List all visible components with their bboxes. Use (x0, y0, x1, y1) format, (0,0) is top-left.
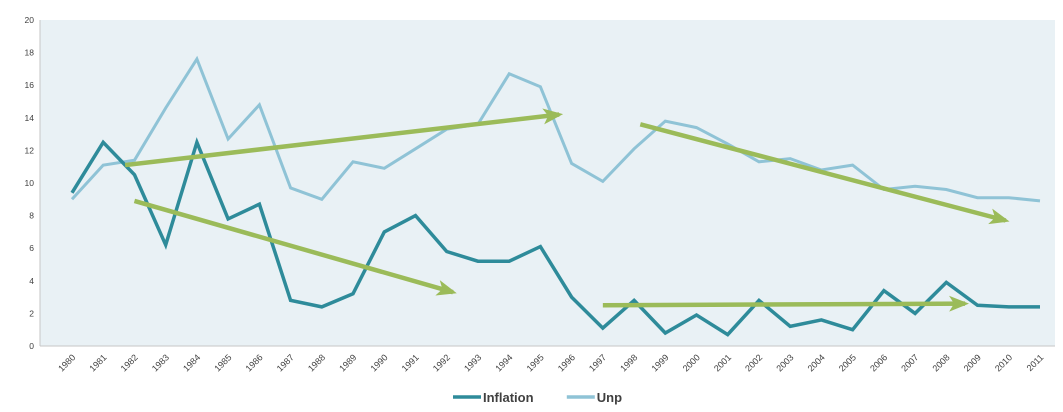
y-tick-label: 20 (25, 15, 35, 25)
legend-label-unp: Unp (597, 390, 622, 405)
x-tick-label: 1986 (244, 352, 265, 373)
y-tick-label: 18 (25, 48, 35, 58)
x-tick-label: 2011 (1025, 352, 1046, 373)
legend: Inflation Unp (453, 390, 622, 405)
legend-label-inflation: Inflation (483, 390, 534, 405)
x-tick-label: 2005 (837, 352, 858, 373)
x-tick-label: 2003 (774, 352, 795, 373)
y-axis: 0 2 4 6 8 10 12 14 16 18 20 (25, 15, 41, 351)
x-tick-label: 1991 (400, 352, 421, 373)
x-tick-label: 2009 (962, 352, 983, 373)
x-tick-label: 1980 (56, 352, 77, 373)
x-tick-label: 1981 (87, 352, 108, 373)
x-tick-label: 1999 (649, 352, 670, 373)
x-tick-label: 1989 (337, 352, 358, 373)
x-tick-label: 2000 (681, 352, 702, 373)
y-tick-label: 16 (25, 80, 35, 90)
y-tick-label: 14 (25, 113, 35, 123)
x-tick-label: 1997 (587, 352, 608, 373)
x-tick-label: 1990 (368, 352, 389, 373)
y-tick-label: 6 (29, 243, 34, 253)
x-tick-label: 1982 (119, 352, 140, 373)
x-tick-label: 1984 (181, 352, 202, 373)
x-tick-label: 1993 (462, 352, 483, 373)
y-tick-label: 10 (25, 178, 35, 188)
series-line-inflation (70, 137, 1040, 337)
x-tick-label: 2004 (806, 352, 827, 373)
x-tick-label: 1992 (431, 352, 452, 373)
x-tick-label: 1995 (525, 352, 546, 373)
x-tick-label: 2010 (993, 352, 1014, 373)
trend-arrow (133, 198, 457, 296)
x-tick-label: 1983 (150, 352, 171, 373)
x-tick-label: 2002 (743, 352, 764, 373)
trend-arrow (124, 108, 564, 168)
trend-arrow (639, 122, 1010, 225)
x-tick-label: 1998 (618, 352, 639, 373)
x-tick-label: 1985 (212, 352, 233, 373)
x-tick-label: 1994 (493, 352, 514, 373)
x-tick-label: 1988 (306, 352, 327, 373)
x-tick-label: 2007 (899, 352, 920, 373)
x-tick-label: 1996 (556, 352, 577, 373)
y-tick-label: 8 (29, 211, 34, 221)
trend-arrows (124, 108, 1010, 312)
x-tick-label: 2008 (931, 352, 952, 373)
y-tick-label: 12 (25, 145, 35, 155)
x-tick-label: 1987 (275, 352, 296, 373)
x-axis: 1980 1981 1982 1983 1984 1985 1986 1987 1988 1989… (40, 345, 1055, 374)
y-tick-label: 0 (29, 341, 34, 351)
y-tick-label: 2 (29, 308, 34, 318)
x-tick-label: 2006 (868, 352, 889, 373)
x-tick-label: 2001 (712, 352, 733, 373)
trend-arrow (602, 295, 970, 312)
y-tick-label: 4 (29, 276, 34, 286)
